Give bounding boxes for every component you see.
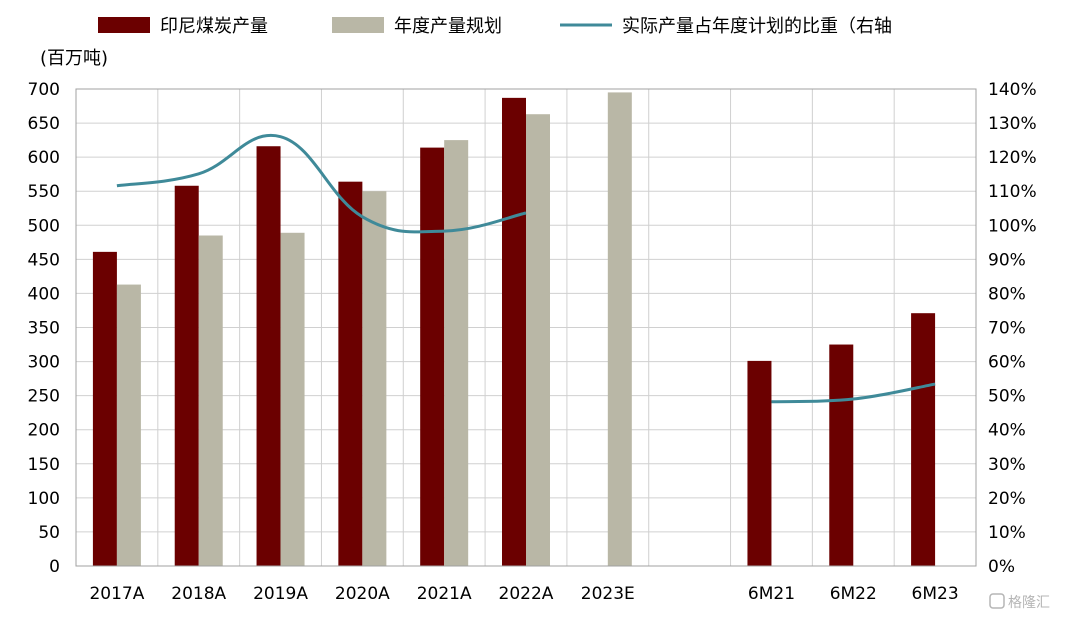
left-tick-label: 650 [28,114,60,134]
bar [911,313,936,566]
right-axis: 0% 10% 20% 30% 40% 50% 60% 70% 80% 90% 100% 110% 120… [988,80,1037,577]
x-tick-label: 6M23 [912,584,959,604]
left-tick-label: 300 [28,353,60,373]
left-tick-label: 250 [28,387,60,407]
legend: 印尼煤炭产量 年度产量规划 实际产量占年度计划的比重（右轴 [98,16,892,37]
watermark: 格隆汇 [989,593,1050,611]
left-axis-unit: (百万吨) [40,48,108,69]
legend-swatch-production [98,17,150,33]
left-tick-label: 200 [28,421,60,441]
left-tick-label: 450 [28,250,60,270]
legend-label-plan: 年度产量规划 [394,16,502,37]
bar [526,114,550,566]
left-tick-label: 350 [28,319,60,339]
left-tick-label: 50 [38,523,60,543]
watermark-icon [989,593,1005,609]
left-tick-label: 600 [28,148,60,168]
right-tick-label: 50% [988,387,1026,407]
right-tick-label: 0% [988,557,1015,577]
left-tick-label: 100 [28,489,60,509]
x-axis: 2017A 2018A 2019A 2020A 2021A 2022A 2023E 6M21 6… [89,584,958,604]
right-tick-label: 10% [988,523,1026,543]
bar [607,92,632,567]
bars [92,92,936,567]
plot-border [75,88,977,567]
right-tick-label: 40% [988,421,1026,441]
left-tick-label: 150 [28,455,60,475]
right-tick-label: 70% [988,319,1026,339]
right-tick-label: 110% [988,182,1037,202]
legend-label-production: 印尼煤炭产量 [160,16,268,37]
x-tick-label: 2022A [499,584,554,604]
lines [116,133,936,404]
left-tick-label: 500 [28,216,60,236]
right-tick-label: 140% [988,80,1037,100]
ratio-line [771,382,936,404]
bar [92,251,117,566]
right-tick-label: 100% [988,216,1037,236]
bar [338,181,363,566]
bar [829,344,854,566]
bar [362,191,387,566]
right-tick-label: 30% [988,455,1026,475]
left-tick-label: 400 [28,284,60,304]
watermark-text: 格隆汇 [1008,595,1050,611]
left-axis: 0 50 100 150 200 250 300 350 400 450 500 550 600 650 7… [28,80,60,577]
bar [198,235,223,566]
left-tick-label: 550 [28,182,60,202]
x-tick-label: 6M22 [830,584,877,604]
right-tick-label: 120% [988,148,1037,168]
x-tick-label: 2019A [253,584,308,604]
bar [502,97,526,566]
x-tick-label: 2021A [417,584,472,604]
left-tick-label: 0 [49,557,60,577]
x-tick-label: 6M21 [748,584,795,604]
left-tick-label: 700 [28,80,60,100]
ratio-line [116,133,527,234]
x-tick-label: 2020A [335,584,390,604]
x-tick-label: 2018A [171,584,226,604]
x-tick-label: 2023E [581,584,635,604]
bar [420,147,445,567]
x-tick-label: 2017A [89,584,144,604]
legend-swatch-plan [332,17,384,33]
plot-frame [75,88,977,567]
bar [174,185,199,566]
right-tick-label: 130% [988,114,1037,134]
legend-label-ratio: 实际产量占年度计划的比重（右轴 [622,16,892,37]
bar [444,140,469,566]
bar [116,284,141,566]
right-tick-label: 90% [988,250,1026,270]
bar [256,146,281,567]
right-tick-label: 60% [988,353,1026,373]
right-tick-label: 80% [988,284,1026,304]
bar [747,360,772,566]
right-tick-label: 20% [988,489,1026,509]
bar [280,232,305,566]
